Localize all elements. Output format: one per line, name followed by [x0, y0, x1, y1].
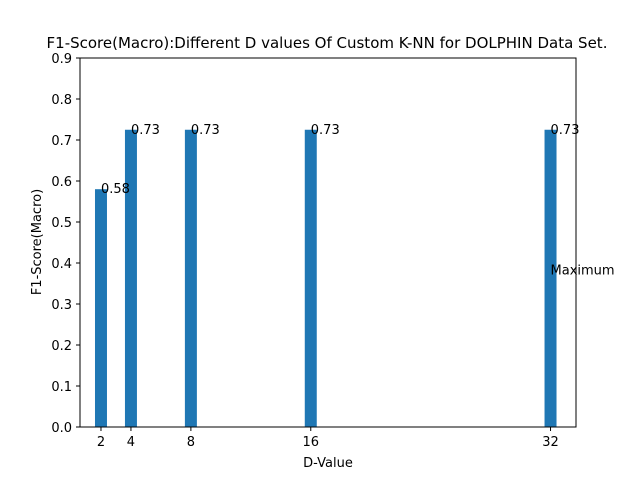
y-tick-label-0.5: 0.5 — [51, 216, 72, 231]
bar-d-8 — [184, 129, 197, 427]
y-tick-label-0.6: 0.6 — [51, 175, 72, 190]
x-tick-label-4: 4 — [127, 435, 135, 450]
data-label-d-8: 0.73 — [191, 123, 220, 138]
y-tick-label-0.8: 0.8 — [51, 93, 72, 108]
y-tick-label-0.9: 0.9 — [51, 52, 72, 67]
data-label-d-2: 0.58 — [101, 182, 130, 197]
x-tick-label-8: 8 — [187, 435, 195, 450]
x-tick-label-16: 16 — [302, 435, 319, 450]
x-axis-ticks: 2 4 8 16 32 — [97, 427, 559, 450]
x-tick-label-32: 32 — [542, 435, 559, 450]
data-label-d-4: 0.73 — [131, 123, 160, 138]
y-tick-label-0.0: 0.0 — [51, 421, 72, 436]
bar-d-32 — [544, 129, 557, 427]
x-tick-label-2: 2 — [97, 435, 105, 450]
maximum-annotation: Maximum — [551, 264, 615, 279]
y-tick-label-0.1: 0.1 — [51, 380, 72, 395]
data-labels-group: 0.58 0.73 0.73 0.73 0.73 — [101, 123, 579, 197]
data-label-d-32: 0.73 — [551, 123, 580, 138]
y-tick-label-0.3: 0.3 — [51, 298, 72, 313]
y-tick-label-0.2: 0.2 — [51, 339, 72, 354]
data-label-d-16: 0.73 — [311, 123, 340, 138]
bar-d-16 — [304, 129, 317, 427]
y-tick-label-0.4: 0.4 — [51, 257, 72, 272]
chart-title: F1-Score(Macro):Different D values Of Cu… — [47, 34, 608, 52]
bars-group — [94, 129, 557, 427]
plot-frame — [79, 57, 577, 428]
y-axis-ticks: 0.0 0.1 0.2 0.3 0.4 0.5 0.6 0.7 0.8 0.9 — [51, 52, 80, 436]
x-axis-title: D-Value — [303, 456, 353, 471]
bar-d-4 — [124, 129, 137, 427]
y-tick-label-0.7: 0.7 — [51, 134, 72, 149]
bar-d-2 — [94, 189, 107, 427]
y-axis-title: F1-Score(Macro) — [30, 189, 45, 295]
